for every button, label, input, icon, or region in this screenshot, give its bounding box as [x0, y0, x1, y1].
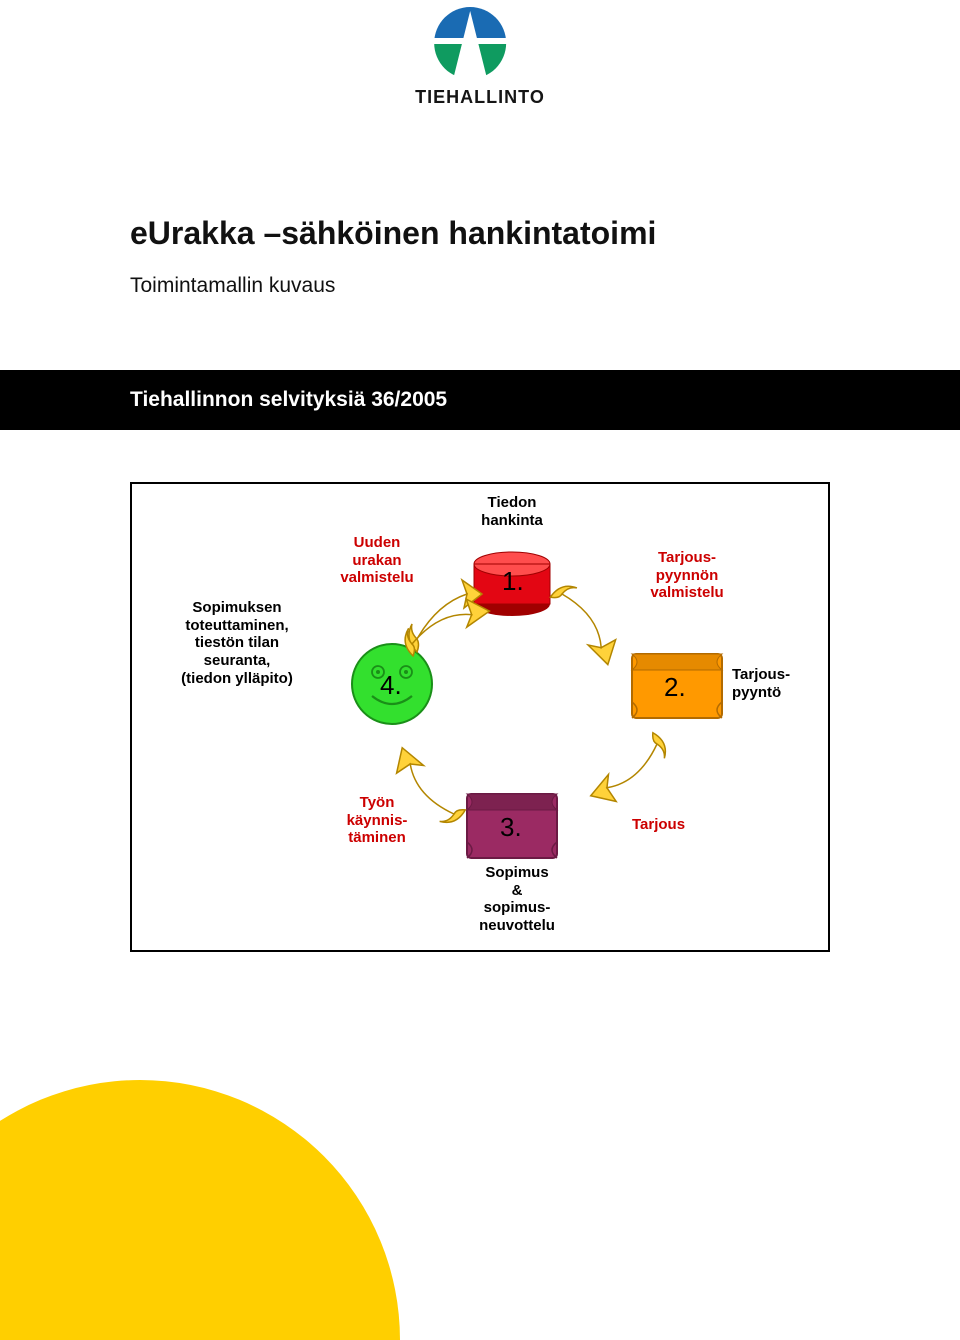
document-subtitle: Toimintamallin kuvaus [130, 274, 656, 298]
diagram-left-label: Sopimuksen toteuttaminen, tiestön tilan … [152, 599, 322, 687]
process-diagram: Tiedon hankinta 1. 2. 3. 4. Sopimuksen t… [130, 482, 830, 952]
series-band: Tiehallinnon selvityksiä 36/2005 [0, 370, 960, 430]
diagram-top-label: Tiedon hankinta [472, 494, 552, 529]
diagram-bottom-label: Sopimus & sopimus- neuvottelu [462, 864, 572, 935]
arc-label-ne: Tarjous- pyynnön valmistelu [632, 549, 742, 602]
arrow-se [578, 730, 677, 808]
tiehallinto-logo-icon [415, 5, 525, 85]
series-text: Tiehallinnon selvityksiä 36/2005 [130, 388, 447, 412]
brand-name: TIEHALLINTO [415, 87, 545, 108]
title-block: eUrakka –sähköinen hankintatoimi Toimint… [130, 215, 656, 298]
document-title: eUrakka –sähköinen hankintatoimi [130, 215, 656, 252]
brand-logo: TIEHALLINTO [415, 5, 545, 108]
arc-label-se: Tarjous [632, 816, 722, 834]
node-2-number: 2. [664, 672, 686, 703]
arrow-ne [549, 577, 622, 674]
decorative-circle [0, 1080, 400, 1340]
arc-label-nw: Uuden urakan valmistelu [322, 534, 432, 587]
diagram-right-label: Tarjous- pyyntö [732, 666, 822, 701]
node-1-number: 1. [502, 566, 524, 597]
node-3-number: 3. [500, 812, 522, 843]
node-4-number: 4. [380, 670, 402, 701]
arc-label-sw: Työn käynnis- täminen [322, 794, 432, 847]
